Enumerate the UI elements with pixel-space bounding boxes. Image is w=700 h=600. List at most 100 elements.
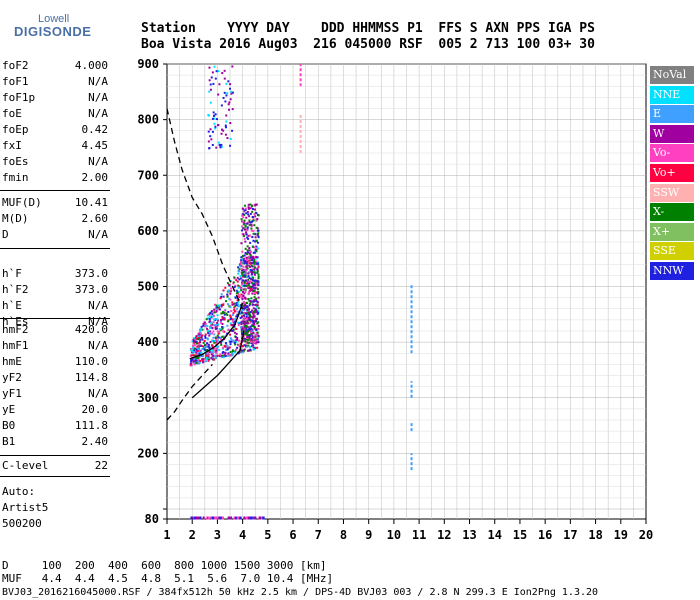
x-tick-label: 5 [264,528,271,542]
param-key: foE [2,107,22,120]
echo-point [219,353,222,356]
echo-point [236,280,239,283]
echo-point [243,331,246,334]
echo-point [245,233,248,236]
echo-point [203,321,206,324]
echo-point [247,285,250,288]
echo-point [255,299,258,302]
echo-point [194,359,197,362]
echo-point [223,355,226,358]
echo-point [247,278,250,281]
echo-point [208,313,211,316]
echo-point [240,289,243,292]
echo-point [201,338,204,341]
echo-point [253,315,256,318]
echo-point [254,347,257,350]
echo-point [216,354,219,357]
echo-point [193,347,196,350]
echo-point [214,317,217,320]
echo-point [224,100,227,103]
echo-point [200,327,203,330]
param-value: 420.0 [74,323,108,336]
legend-item-noval: NoVal [650,66,694,84]
echo-point [247,309,250,312]
echo-point [229,137,232,140]
echo-point [209,128,212,131]
echo-point [245,341,248,344]
echo-point [225,312,228,315]
echo-point [244,207,247,210]
y-tick-label: 900 [137,57,159,71]
echo-point [250,345,253,348]
echo-point [250,273,253,276]
echo-point [196,345,199,348]
echo-point [202,322,205,325]
echo-point [213,310,216,313]
echo-point [237,269,240,272]
echo-point [218,516,221,520]
param-value: 114.8 [74,371,108,384]
echo-point [247,207,250,210]
echo-point [218,308,221,311]
param-key: h`E [2,299,22,312]
echo-point [222,295,225,298]
echo-point [248,345,251,348]
param-b1: B1 2.40 [2,434,108,450]
y-tick-label: 800 [137,113,159,127]
echo-point [199,359,202,362]
echo-point [245,265,248,268]
echo-point [253,273,256,276]
echo-point [247,292,250,295]
echo-point [250,332,253,335]
echo-point [255,250,258,253]
echo-point [214,340,217,343]
echo-point [205,318,208,321]
echo-point [253,251,256,254]
echo-point [206,351,209,354]
echo-point [241,258,244,261]
echo-point [253,268,256,271]
echo-point [197,516,200,520]
echo-point [248,299,251,302]
echo-point [249,325,252,328]
chart-grid [166,63,647,520]
echo-point [256,267,259,270]
echo-point [241,284,244,287]
echo-point [230,287,233,290]
echo-point [250,516,253,520]
param-value: 373.0 [74,283,108,296]
echo-point [252,287,255,290]
echo-point [235,348,238,351]
echo-point [231,354,234,357]
echo-point [246,259,249,262]
echo-point [235,332,238,335]
echo-point [242,304,245,307]
echo-point [256,256,259,259]
echo-point [241,328,244,331]
echo-point [244,274,247,277]
echo-point [207,332,210,335]
echo-point [226,332,229,335]
x-tick-label: 4 [239,528,246,542]
echo-point [242,308,245,311]
param-value: 20.0 [81,403,109,416]
x-tick-label: 20 [639,528,653,542]
echo-point [240,335,243,338]
echo-point [212,321,215,324]
echo-point [208,320,211,323]
echo-point [238,278,241,281]
echo-point [246,227,249,230]
echo-point [214,327,217,330]
x-tick-label: 6 [289,528,296,542]
echo-point [204,335,207,338]
echo-point [245,276,248,279]
echo-point [252,285,255,288]
echo-point [240,323,243,326]
legend-item-w: W [650,124,694,143]
echo-point [227,310,230,313]
echo-point [195,335,198,338]
echo-point [213,308,216,311]
echo-point [203,340,206,343]
echo-point [231,129,234,132]
x-tick-label: 15 [513,528,527,542]
